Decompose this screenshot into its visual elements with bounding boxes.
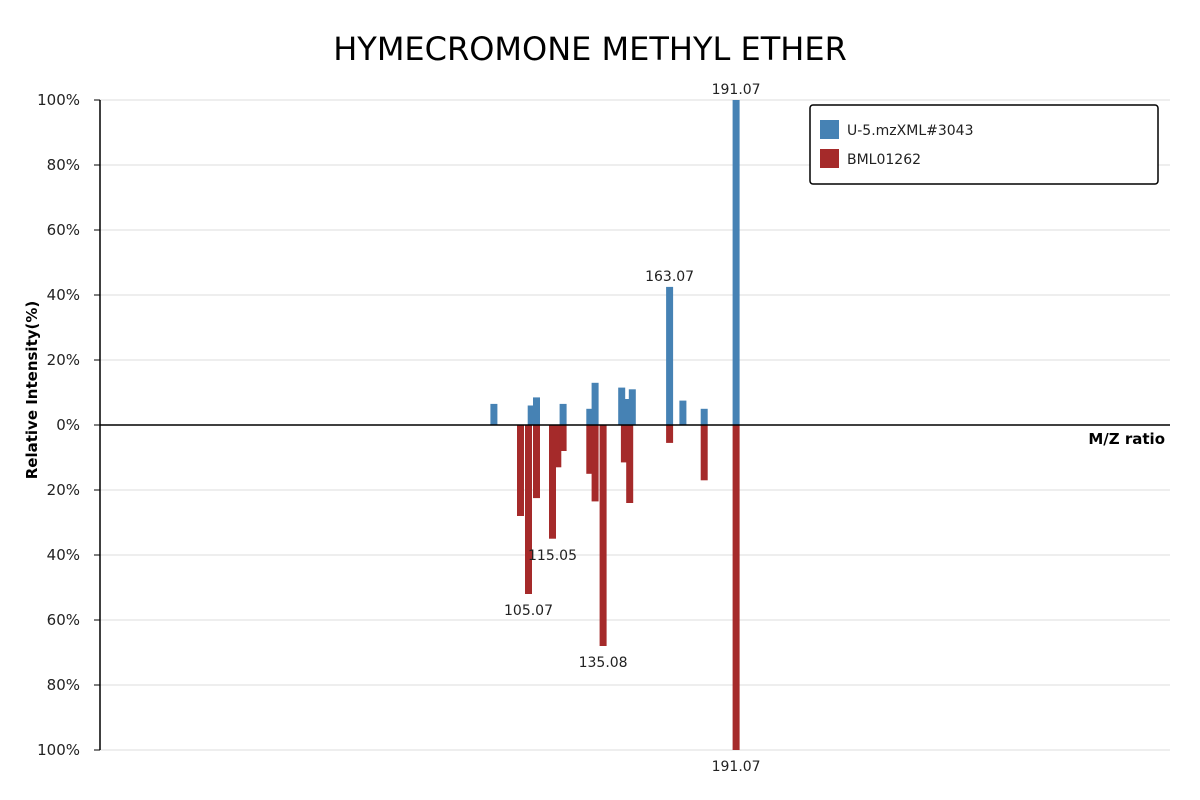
peak-bar-lower[interactable] (626, 425, 634, 503)
y-tick-label: 60% (47, 221, 80, 239)
y-axis-ticks: 100% 80% 60% 40% 20% 0% 20% 40% 60% 80% 100% (37, 91, 100, 759)
peak-label: 191.07 (712, 759, 761, 775)
peak-label: 191.07 (712, 82, 761, 98)
peak-bar-upper[interactable] (586, 408, 594, 426)
peak-bar-upper[interactable] (628, 389, 636, 426)
peak-bar-upper[interactable] (533, 397, 540, 425)
y-tick-label: 20% (47, 351, 80, 369)
peak-labels: 163.07 191.07 105.07 115.05 135.08 191.07 (504, 82, 761, 775)
legend-box (809, 104, 1159, 185)
x-axis-title: M/Z ratio (1088, 430, 1165, 448)
peak-bar-lower[interactable] (549, 425, 556, 539)
chart-title: HYMECROMONE METHYL ETHER (333, 30, 847, 68)
peak-label: 163.07 (645, 269, 694, 285)
peak-bar-upper[interactable] (591, 382, 599, 426)
peak-bar-upper[interactable] (679, 400, 687, 425)
peak-bar-upper[interactable] (618, 387, 626, 425)
y-tick-label: 100% (37, 91, 80, 109)
peak-label: 115.05 (528, 548, 577, 564)
peak-bar-lower[interactable] (599, 425, 607, 646)
peak-bar-lower[interactable] (700, 425, 708, 481)
peak-bar-upper[interactable] (527, 405, 535, 426)
gridlines (100, 99, 1170, 751)
peak-bar-upper[interactable] (559, 403, 567, 425)
peak-bar-lower[interactable] (533, 425, 540, 499)
y-tick-label: 40% (47, 286, 80, 304)
y-tick-label: 80% (47, 676, 80, 694)
legend-label-upper: U-5.mzXML#3043 (847, 123, 973, 139)
peak-bar-lower[interactable] (525, 425, 532, 594)
legend: U-5.mzXML#3043 BML01262 (809, 104, 1159, 185)
peak-bar-lower[interactable] (732, 425, 740, 750)
peak-bar-upper[interactable] (700, 408, 708, 426)
peak-bar-lower[interactable] (517, 425, 524, 516)
peak-bar-lower[interactable] (620, 425, 628, 463)
peak-bar-lower[interactable] (559, 425, 567, 451)
y-tick-label: 80% (47, 156, 80, 174)
peak-bars (490, 100, 740, 750)
peak-bar-lower[interactable] (591, 425, 599, 502)
y-tick-label: 100% (37, 741, 80, 759)
peak-bar-lower[interactable] (666, 425, 674, 443)
y-axis-title: Relative Intensity(%) (23, 301, 41, 480)
y-tick-label: 60% (47, 611, 80, 629)
peak-bar-lower[interactable] (586, 425, 594, 474)
y-tick-label: 0% (56, 416, 80, 434)
y-tick-label: 20% (47, 481, 80, 499)
peak-bar-upper[interactable] (490, 403, 498, 425)
peak-label: 105.07 (504, 603, 553, 619)
legend-swatch-lower (820, 149, 839, 168)
peak-bar-upper[interactable] (666, 286, 674, 425)
peak-bar-upper[interactable] (623, 399, 631, 425)
peak-label: 135.08 (579, 655, 628, 671)
legend-label-lower: BML01262 (847, 152, 921, 168)
legend-swatch-upper (820, 120, 839, 139)
y-tick-label: 40% (47, 546, 80, 564)
peak-bar-upper[interactable] (732, 100, 740, 425)
peak-bar-lower[interactable] (554, 425, 562, 468)
